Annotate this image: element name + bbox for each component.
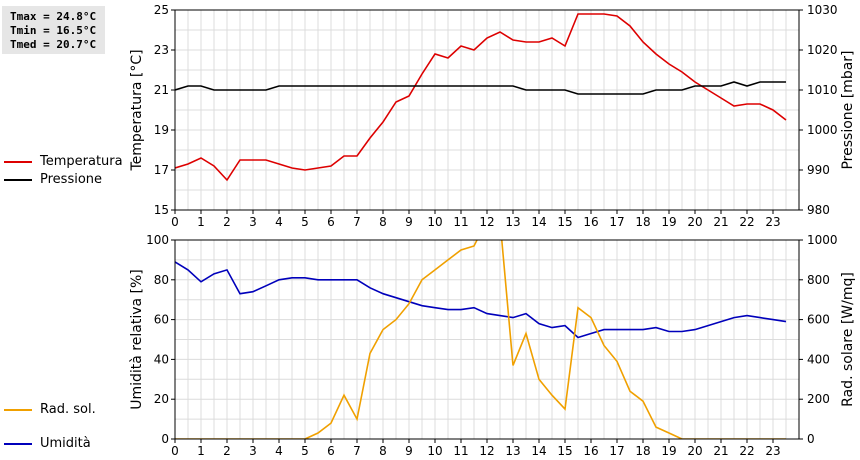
x-tick-label: 21 <box>713 444 728 458</box>
x-tick-label: 23 <box>765 444 780 458</box>
y-left-tick-label: 21 <box>154 83 169 97</box>
y-right-tick-label: 800 <box>807 273 830 287</box>
x-tick-label: 17 <box>609 444 624 458</box>
x-tick-label: 4 <box>275 444 283 458</box>
y-right-tick-label: 1010 <box>807 83 838 97</box>
x-tick-label: 15 <box>557 215 572 229</box>
y-right-tick-label: 200 <box>807 392 830 406</box>
stats-box: Tmax = 24.8°C Tmin = 16.5°C Tmed = 20.7°… <box>2 6 105 54</box>
x-tick-label: 1 <box>197 444 205 458</box>
x-tick-label: 18 <box>635 444 650 458</box>
y-left-tick-label: 0 <box>161 432 169 446</box>
x-tick-label: 6 <box>327 215 335 229</box>
x-tick-label: 7 <box>353 444 361 458</box>
x-tick-label: 18 <box>635 215 650 229</box>
y-left-tick-label: 60 <box>154 313 169 327</box>
x-tick-label: 11 <box>453 215 468 229</box>
x-tick-label: 19 <box>661 444 676 458</box>
x-tick-label: 0 <box>171 215 179 229</box>
x-tick-label: 14 <box>531 444 546 458</box>
x-tick-label: 10 <box>427 215 442 229</box>
y-left-tick-label: 40 <box>154 352 169 366</box>
series-line-umidit- <box>175 261 787 339</box>
y-right-tick-label: 980 <box>807 203 830 217</box>
y-left-tick-label: 80 <box>154 273 169 287</box>
y-right-axis-title: Pressione [mbar] <box>840 50 856 169</box>
x-tick-label: 14 <box>531 215 546 229</box>
y-left-tick-label: 100 <box>146 233 169 247</box>
x-tick-label: 5 <box>301 444 309 458</box>
x-tick-label: 19 <box>661 215 676 229</box>
series-line-temperatura <box>175 13 787 182</box>
legend-swatch-umidita <box>4 443 32 445</box>
x-tick-label: 3 <box>249 444 257 458</box>
legend-label-umidita: Umidità <box>40 436 91 451</box>
y-left-tick-label: 20 <box>154 392 169 406</box>
x-tick-label: 12 <box>479 215 494 229</box>
y-left-axis-title: Temperatura [°C] <box>129 49 145 171</box>
x-tick-label: 5 <box>301 215 309 229</box>
tmed-text: Tmed = 20.7°C <box>10 38 97 51</box>
x-tick-label: 10 <box>427 444 442 458</box>
legend-label-temperatura: Temperatura <box>40 154 123 169</box>
x-tick-label: 20 <box>687 215 702 229</box>
x-tick-label: 21 <box>713 215 728 229</box>
tmax-text: Tmax = 24.8°C <box>10 10 97 23</box>
legend-swatch-radsol <box>4 409 32 411</box>
chart-humidity-radiation: 0 1 2 3 4 5 6 7 8 9 10 11 12 13 14 15 16 17 18 19 20 21 22 2302… <box>129 233 856 458</box>
y-right-tick-label: 1030 <box>807 3 838 17</box>
legend-swatch-pressione <box>4 179 32 181</box>
x-tick-label: 0 <box>171 444 179 458</box>
x-tick-label: 6 <box>327 444 335 458</box>
y-left-axis-title: Umidità relativa [%] <box>129 269 145 410</box>
x-tick-label: 12 <box>479 444 494 458</box>
tmin-text: Tmin = 16.5°C <box>10 24 97 37</box>
x-tick-label: 16 <box>583 444 598 458</box>
x-tick-label: 8 <box>379 215 387 229</box>
legend-swatch-temperatura <box>4 161 32 163</box>
y-left-tick-label: 17 <box>154 163 169 177</box>
x-tick-label: 2 <box>223 215 231 229</box>
x-tick-label: 13 <box>505 444 520 458</box>
y-right-tick-label: 990 <box>807 163 830 177</box>
x-tick-label: 7 <box>353 215 361 229</box>
y-right-tick-label: 400 <box>807 352 830 366</box>
y-left-tick-label: 23 <box>154 43 169 57</box>
x-tick-label: 4 <box>275 215 283 229</box>
y-left-tick-label: 19 <box>154 123 169 137</box>
y-right-axis-title: Rad. solare [W/mq] <box>840 272 856 407</box>
y-right-tick-label: 0 <box>807 432 815 446</box>
y-right-tick-label: 600 <box>807 313 830 327</box>
x-tick-label: 22 <box>739 444 754 458</box>
y-left-tick-label: 25 <box>154 3 169 17</box>
x-tick-label: 11 <box>453 444 468 458</box>
x-tick-label: 20 <box>687 444 702 458</box>
x-tick-label: 15 <box>557 444 572 458</box>
legend-label-pressione: Pressione <box>40 172 103 187</box>
x-tick-label: 3 <box>249 215 257 229</box>
y-right-tick-label: 1000 <box>807 233 838 247</box>
x-tick-label: 22 <box>739 215 754 229</box>
y-left-tick-label: 15 <box>154 203 169 217</box>
chart-temperature-pressure: 0 1 2 3 4 5 6 7 8 9 10 11 12 13 14 15 16 17 18 19 20 21 22 2315… <box>129 3 856 229</box>
y-right-tick-label: 1020 <box>807 43 838 57</box>
x-tick-label: 13 <box>505 215 520 229</box>
x-tick-label: 16 <box>583 215 598 229</box>
y-right-tick-label: 1000 <box>807 123 838 137</box>
x-tick-label: 23 <box>765 215 780 229</box>
x-tick-label: 8 <box>379 444 387 458</box>
x-tick-label: 17 <box>609 215 624 229</box>
x-tick-label: 9 <box>405 444 413 458</box>
legend-label-radsol: Rad. sol. <box>40 402 96 417</box>
x-tick-label: 1 <box>197 215 205 229</box>
x-tick-label: 2 <box>223 444 231 458</box>
series-line-pressione <box>175 81 786 95</box>
x-tick-label: 9 <box>405 215 413 229</box>
